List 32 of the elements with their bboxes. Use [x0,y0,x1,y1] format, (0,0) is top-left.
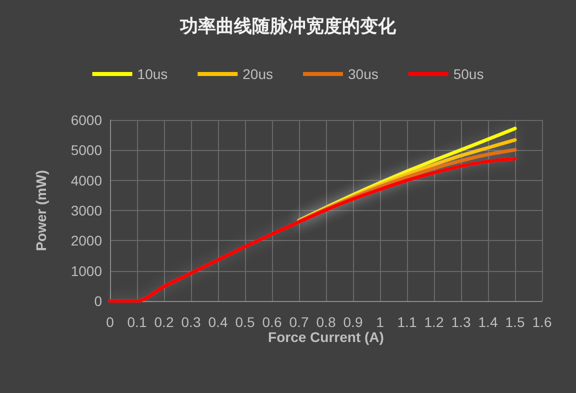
y-tick-label: 6000 [70,112,102,128]
x-tick-label: 1.2 [424,314,444,330]
x-tick-label: 0.5 [235,314,255,330]
x-tick-label: 1.5 [505,314,525,330]
y-tick-label: 3000 [70,202,102,218]
x-tick-label: 1.6 [532,314,552,330]
x-tick-label: 1 [376,314,384,330]
legend-label: 10us [137,66,168,82]
legend-label: 50us [453,66,484,82]
x-tick-label: 0.8 [316,314,336,330]
x-tick-label: 1.1 [397,314,417,330]
chart-title: 功率曲线随脉冲宽度的变化 [179,16,397,36]
x-tick-label: 0 [106,314,114,330]
x-axis-title: Force Current (A) [268,328,384,345]
x-tick-label: 0.2 [154,314,174,330]
y-axis-title: Power (mW) [33,170,49,251]
y-tick-label: 1000 [70,262,102,279]
x-tick-label: 0.4 [208,314,228,330]
x-tick-label: 0.9 [343,314,363,330]
x-tick-label: 1.3 [451,314,471,330]
y-tick-label: 0 [94,293,102,309]
x-tick-label: 1.4 [478,314,498,330]
legend-label: 20us [242,66,273,82]
x-tick-label: 0.6 [262,314,282,330]
x-tick-label: 0.1 [127,314,147,330]
legend-label: 30us [348,66,378,82]
line-series [108,156,517,303]
y-tick-label: 2000 [70,232,102,249]
x-tick-label: 0.7 [289,314,309,330]
y-tick-label: 5000 [70,142,102,158]
x-tick-label: 0.3 [181,314,201,330]
y-tick-label: 4000 [70,172,102,188]
